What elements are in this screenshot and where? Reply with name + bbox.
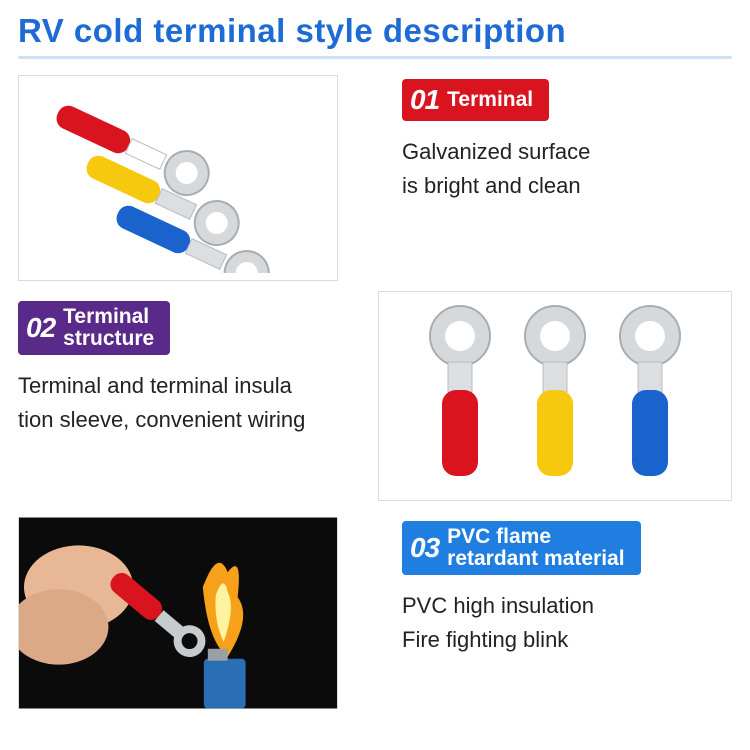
- section-2-text: 02 Terminalstructure Terminal and termin…: [18, 291, 354, 437]
- badge-01-num: 01: [410, 84, 439, 116]
- section-3-image: [18, 517, 338, 709]
- badge-02: 02 Terminalstructure: [18, 301, 170, 355]
- badge-02-num: 02: [26, 312, 55, 344]
- badge-01: 01 Terminal: [402, 79, 549, 121]
- section-3-text: 03 PVC flameretardant material PVC high …: [362, 517, 732, 657]
- badge-03-label: PVC flameretardant material: [447, 526, 624, 570]
- badge-02-label: Terminalstructure: [63, 306, 154, 350]
- badge-01-label: Terminal: [447, 89, 533, 111]
- section-1-text: 01 Terminal Galvanized surfaceis bright …: [362, 75, 732, 203]
- badge-03-num: 03: [410, 532, 439, 564]
- badge-03: 03 PVC flameretardant material: [402, 521, 641, 575]
- section-2-desc: Terminal and terminal insulation sleeve,…: [18, 369, 354, 437]
- page-title: RV cold terminal style description: [18, 12, 732, 50]
- title-underline: [18, 56, 732, 59]
- section-1-image: [18, 75, 338, 281]
- section-2: 02 Terminalstructure Terminal and termin…: [18, 291, 732, 501]
- section-3: 03 PVC flameretardant material PVC high …: [18, 517, 732, 709]
- terminals-diagonal-illustration: [28, 83, 328, 273]
- section-2-image: [378, 291, 732, 501]
- terminals-upright-illustration: [390, 296, 720, 496]
- section-1: 01 Terminal Galvanized surfaceis bright …: [18, 75, 732, 281]
- section-1-desc: Galvanized surfaceis bright and clean: [402, 135, 732, 203]
- section-3-desc: PVC high insulationFire fighting blink: [402, 589, 732, 657]
- flame-test-illustration: [19, 517, 337, 709]
